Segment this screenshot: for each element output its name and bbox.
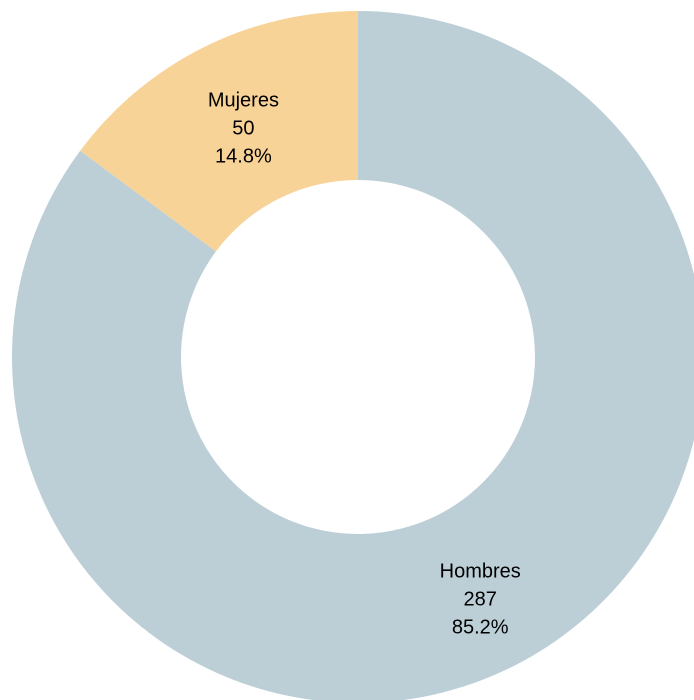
slice-hombres [12, 11, 694, 700]
slice-label-value-mujeres: 50 [232, 117, 254, 139]
labels-layer: Hombres 287 85.2% Mujeres 50 14.8% [208, 89, 521, 638]
slice-mujeres [80, 11, 358, 252]
slice-label-percent-mujeres: 14.8% [215, 145, 272, 167]
slice-label-name-hombres: Hombres [440, 560, 521, 582]
slice-label-name-mujeres: Mujeres [208, 89, 279, 111]
slice-label-value-hombres: 287 [464, 588, 497, 610]
slice-label-percent-hombres: 85.2% [452, 616, 509, 638]
slices-layer [12, 11, 694, 700]
